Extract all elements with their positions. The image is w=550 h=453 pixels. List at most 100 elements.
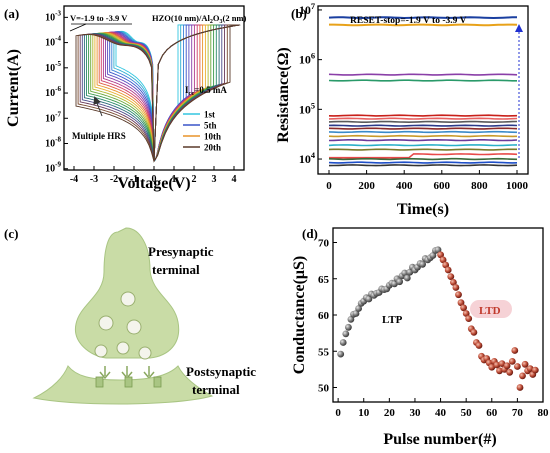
resistance-level-line <box>328 120 518 124</box>
panel-d-label: (d) <box>302 226 318 241</box>
panel-d-xlabel: Pulse number(#) <box>383 431 496 448</box>
y-tick-label: 10-5 <box>45 60 61 74</box>
y-tick-label: 10-4 <box>45 35 61 49</box>
ltp-point <box>352 310 360 317</box>
vesicle <box>116 341 130 355</box>
y-tick-label: 104 <box>299 151 316 166</box>
ltd-point <box>496 367 503 375</box>
resistance-level-line <box>328 157 518 161</box>
vesicle <box>94 344 108 358</box>
resistance-level-line <box>328 73 518 76</box>
ltd-point <box>516 384 524 391</box>
legend-label: 10th <box>204 132 221 142</box>
ltp-point <box>342 330 350 338</box>
y-tick-label: 10-9 <box>45 161 61 175</box>
y-tick-label: 70 <box>318 238 330 250</box>
x-tick-label: 30 <box>409 407 421 419</box>
x-tick-label: 20 <box>384 407 396 419</box>
label-ltp: LTP <box>382 314 403 326</box>
x-tick-label: 80 <box>538 407 550 419</box>
ltp-point <box>355 305 362 312</box>
ltd-point <box>447 273 455 280</box>
vesicle <box>138 346 152 360</box>
resistance-level-line <box>328 114 518 117</box>
ltd-point <box>437 251 444 259</box>
ltd-point <box>455 291 462 299</box>
panel-b-label: (b) <box>291 6 307 21</box>
y-tick-label: 107 <box>299 2 315 17</box>
x-tick-label: -1 <box>130 174 138 185</box>
ltp-point <box>434 246 442 254</box>
vrange-bracket <box>69 23 87 32</box>
x-tick-label: 60 <box>486 407 498 419</box>
label-ltd: LTD <box>479 305 501 317</box>
ltd-point <box>460 304 467 312</box>
x-tick-label: 0 <box>335 407 341 419</box>
x-tick-label: 50 <box>461 407 473 419</box>
hrs-arrow <box>93 96 103 117</box>
ltd-point <box>475 342 483 349</box>
ltd-point <box>521 360 529 368</box>
x-tick-label: -4 <box>70 174 78 185</box>
ltd-point <box>439 256 447 264</box>
panel-d-ticks: 0 10 20 30 40 50 60 70 80 50 55 60 65 70 <box>318 238 549 420</box>
x-tick-label: 1000 <box>506 180 529 192</box>
panel-d-ylabel: Conductance(μS) <box>291 256 308 374</box>
panel-a-curves <box>75 24 241 163</box>
ltd-point <box>526 365 534 372</box>
release-arrow <box>143 366 155 380</box>
panel-b-retention-chart: (b) 0 200 400 600 800 1000 104 105 106 107 RESET-… <box>275 2 529 218</box>
presynaptic-label-line1: Presynaptic <box>148 244 214 259</box>
release-arrow <box>121 366 133 380</box>
x-tick-label: 0 <box>152 174 157 185</box>
release-arrow <box>99 366 111 380</box>
y-tick-label: 65 <box>318 274 330 286</box>
y-tick-label: 55 <box>318 346 330 358</box>
vesicle <box>98 315 114 331</box>
vesicle <box>120 291 136 307</box>
ltd-point <box>488 363 496 371</box>
y-tick-label: 10-8 <box>45 136 61 150</box>
ltp-point <box>419 260 426 268</box>
ltp-point <box>347 316 355 323</box>
ltd-point <box>450 279 457 286</box>
ltd-point <box>462 310 470 317</box>
resistance-level-line <box>328 130 518 134</box>
x-tick-label: 400 <box>396 180 413 192</box>
resistance-level-line <box>328 117 518 120</box>
x-tick-label: 1 <box>172 174 177 185</box>
resistance-level-line <box>328 79 517 82</box>
panel-b-curves <box>328 16 518 167</box>
ltd-point <box>531 366 539 374</box>
ltd-point <box>470 329 478 336</box>
postsynaptic-terminal <box>32 365 214 405</box>
panel-b-title: RESET-stop=-1.9 V to -3.9 V <box>350 16 467 26</box>
y-tick-label: 10-7 <box>45 110 61 124</box>
x-tick-label: 4 <box>232 174 237 185</box>
annotation-hrs: Multiple HRS <box>72 131 126 141</box>
x-tick-label: 3 <box>212 174 217 185</box>
y-tick-label: 10-6 <box>45 85 61 99</box>
postsynaptic-label-line2: terminal <box>192 382 240 397</box>
ltd-point <box>503 362 511 370</box>
panel-d-points <box>337 246 539 391</box>
x-tick-label: 0 <box>326 180 332 192</box>
panel-b-ticks: 0 200 400 600 800 1000 104 105 106 107 <box>299 2 529 192</box>
vesicle <box>126 319 142 335</box>
panel-a-iv-chart: (a) -4 -3 -2 -1 0 1 2 3 4 10-9 10-8 10-7 10-6 10-5 10-… <box>4 5 246 192</box>
annotation-vrange: V=-1.9 to -3.9 V <box>70 13 128 23</box>
panel-a-label: (a) <box>4 6 19 21</box>
ltd-point <box>465 315 473 322</box>
x-tick-label: 10 <box>358 407 370 419</box>
resistance-level-line <box>328 138 518 142</box>
panel-c-label: (c) <box>4 226 18 241</box>
ltd-highlight <box>470 300 512 318</box>
resistance-level-line <box>328 161 518 164</box>
x-tick-label: 40 <box>435 407 447 419</box>
ltd-point <box>498 360 506 367</box>
y-tick-label: 60 <box>318 310 330 322</box>
panel-b-xlabel: Time(s) <box>397 201 449 218</box>
resistance-level-line <box>328 144 518 147</box>
